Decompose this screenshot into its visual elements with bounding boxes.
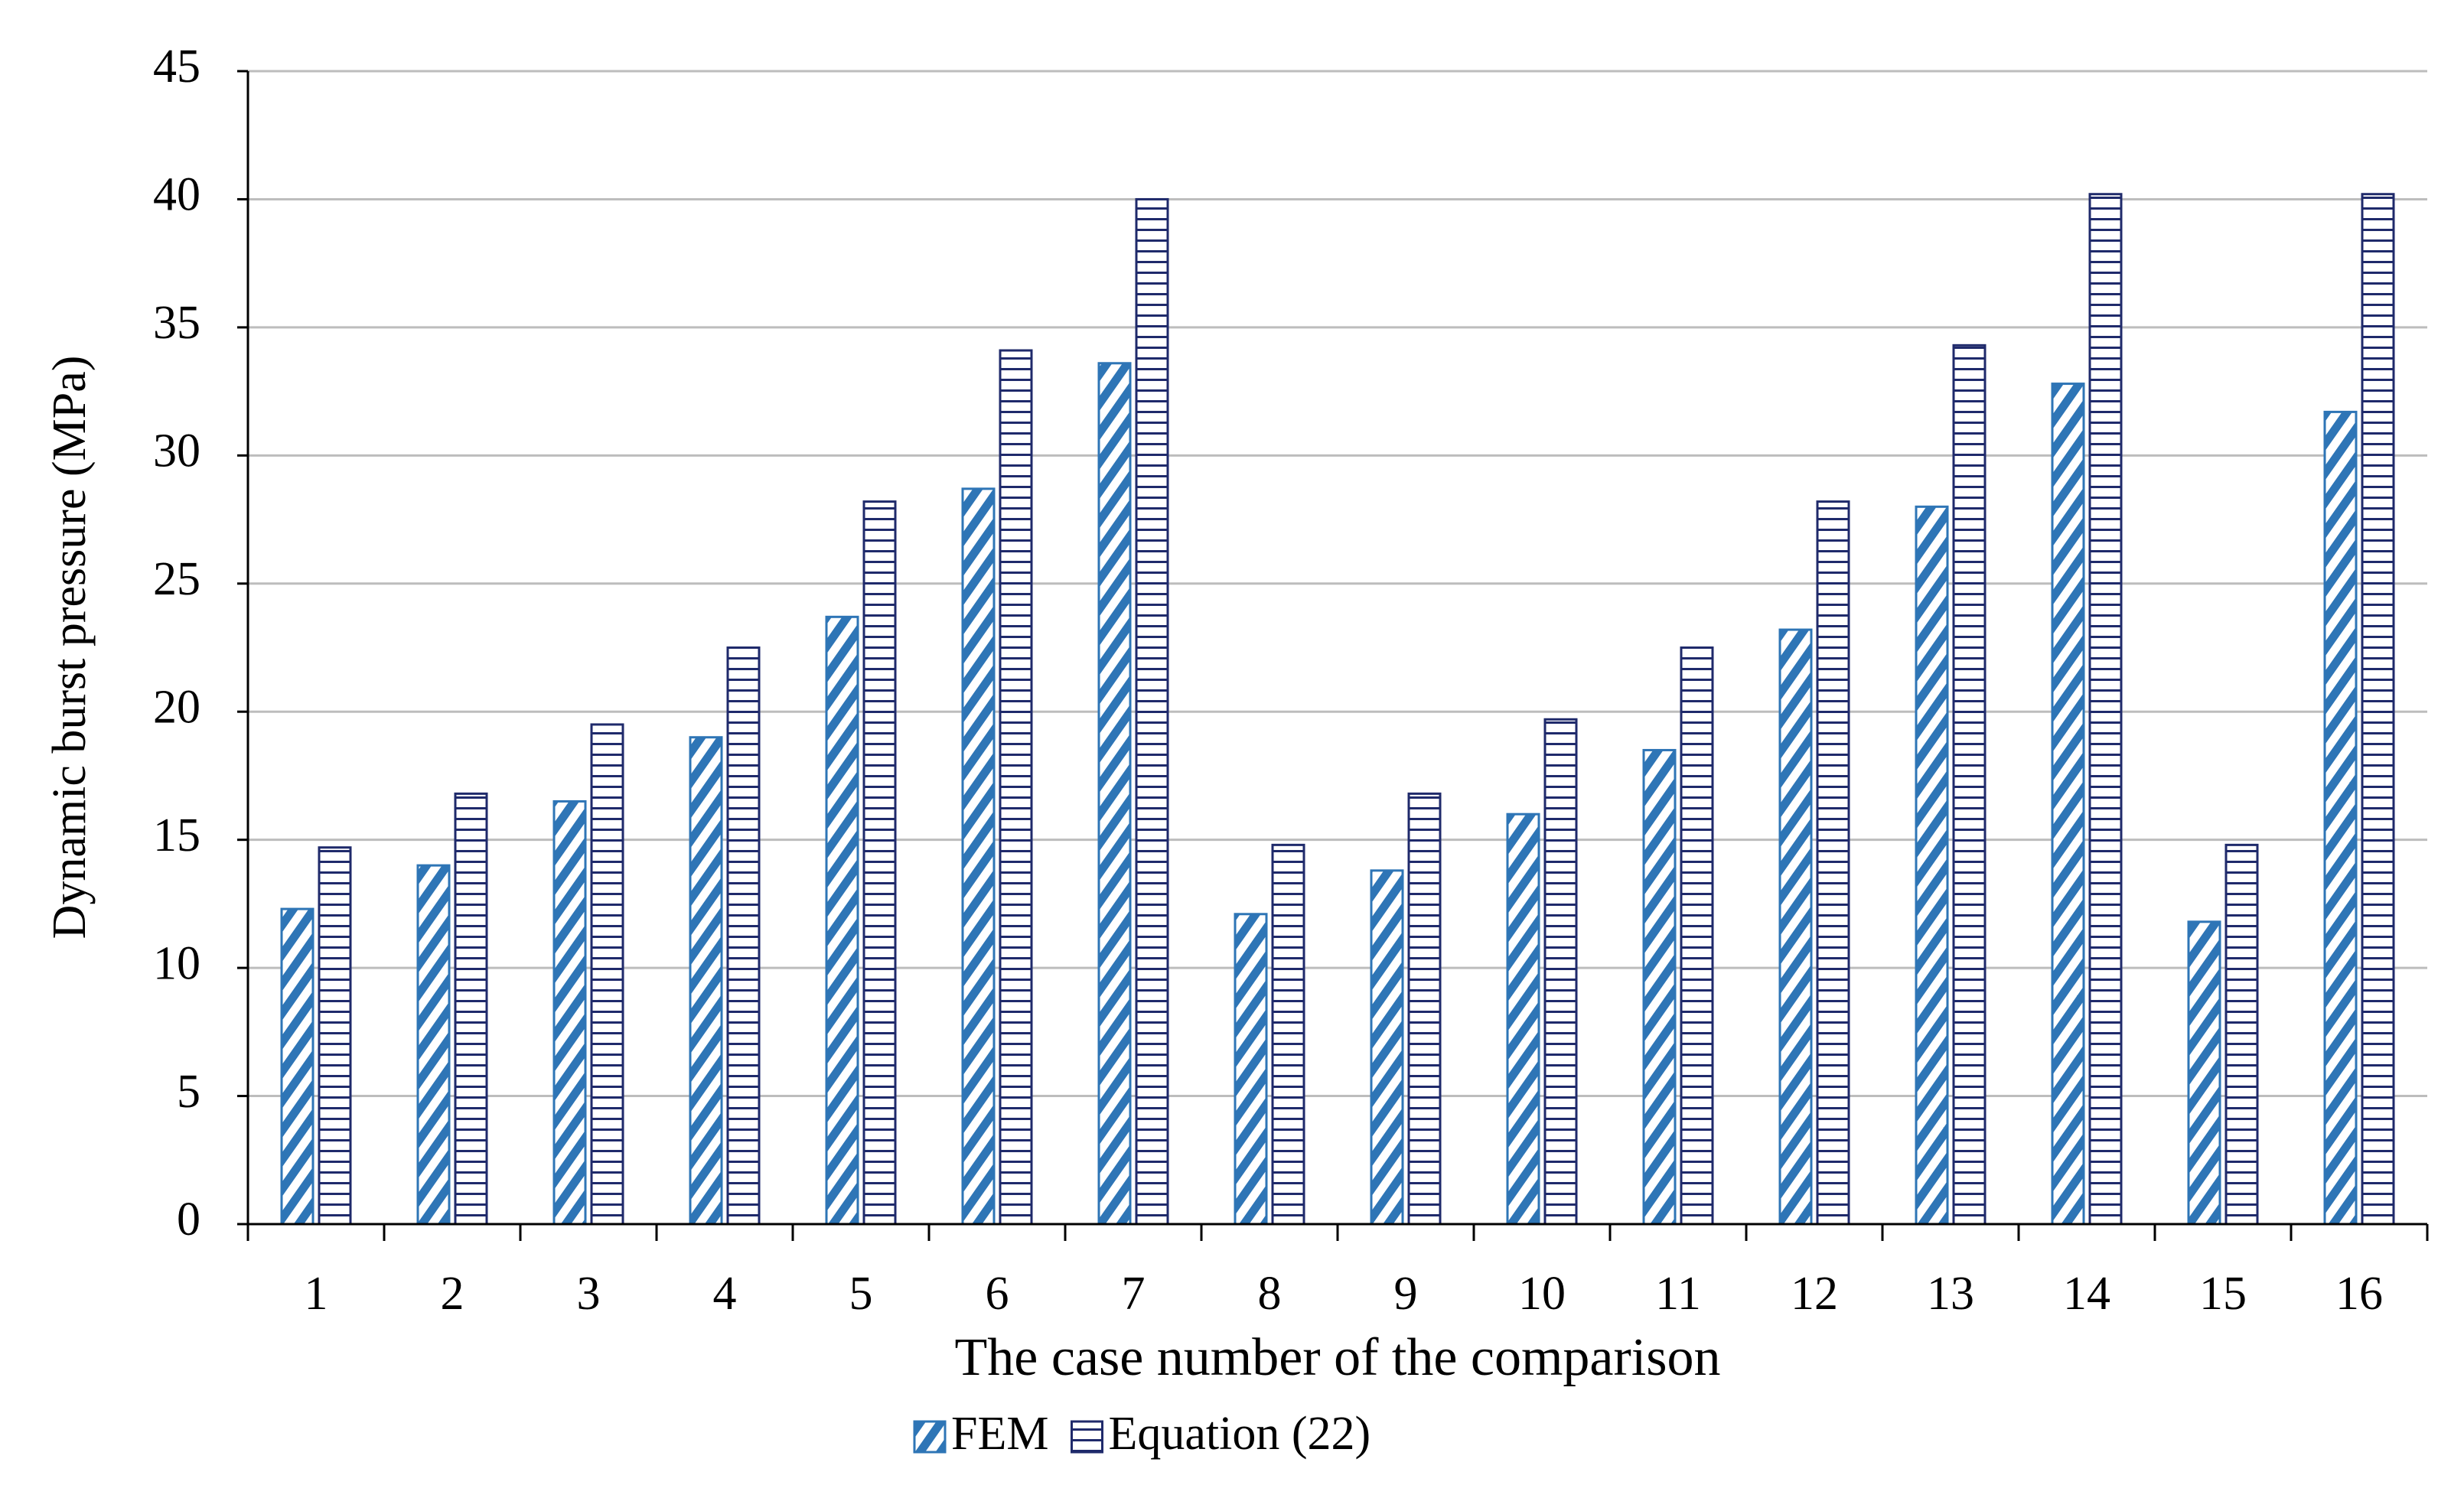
bar [1642,748,1677,1226]
x-tick-label: 12 [1791,1268,1838,1320]
y-tick-label: 5 [177,1066,200,1118]
bar [1680,646,1714,1226]
bar [1915,505,1949,1226]
y-tick-label: 20 [153,681,200,733]
y-tick-label: 40 [153,169,200,221]
bar [825,615,859,1226]
x-tick-label: 1 [305,1268,328,1320]
bar [1506,813,1540,1226]
x-tick-label: 2 [441,1268,464,1320]
bar [318,846,352,1226]
bar [1271,843,1305,1226]
legend-label: Equation (22) [1108,1408,1371,1460]
x-tick-label: 11 [1655,1268,1701,1320]
bar [2088,193,2123,1226]
bar [961,487,996,1226]
bar [552,799,587,1226]
y-tick-label: 0 [177,1194,200,1246]
x-tick-label: 16 [2335,1268,2383,1320]
bar [2224,843,2259,1226]
bar [1816,500,1850,1226]
legend-label: FEM [951,1408,1048,1460]
y-tick-label: 25 [153,553,200,605]
y-tick-label: 10 [153,937,200,989]
bar [726,646,761,1226]
bar [2051,383,2085,1226]
bar [1778,628,1813,1226]
bar [1543,718,1578,1226]
bar [1370,869,1404,1226]
x-tick-label: 10 [1518,1268,1566,1320]
bar [590,723,624,1226]
bar [280,907,315,1226]
legend-swatch [913,1420,947,1454]
y-tick-label: 35 [153,297,200,349]
bar [1234,913,1268,1226]
y-tick-label: 30 [153,425,200,477]
bar [1407,792,1442,1226]
x-tick-label: 15 [2199,1268,2247,1320]
bar [999,349,1033,1226]
x-tick-label: 9 [1394,1268,1418,1320]
bar [454,792,488,1226]
y-axis-title: Dynamic burst pressure (MPa) [44,356,96,940]
bar [1135,197,1169,1226]
bar [2361,193,2395,1226]
x-tick-label: 4 [713,1268,737,1320]
legend-swatch [1070,1420,1103,1454]
bar [1952,344,1987,1226]
bar [862,500,897,1226]
x-tick-label: 13 [1927,1268,1974,1320]
x-axis-title: The case number of the comparison [954,1328,1720,1387]
bar [2187,920,2221,1226]
x-tick-label: 14 [2063,1268,2110,1320]
x-tick-label: 7 [1122,1268,1146,1320]
x-tick-label: 8 [1258,1268,1282,1320]
y-tick-label: 45 [153,41,200,93]
bar [1097,362,1132,1226]
x-tick-label: 3 [577,1268,601,1320]
y-tick-label: 15 [153,809,200,861]
x-tick-label: 6 [986,1268,1009,1320]
x-tick-label: 5 [849,1268,873,1320]
bar [689,736,723,1226]
bar [416,864,451,1226]
bar [2323,410,2358,1226]
